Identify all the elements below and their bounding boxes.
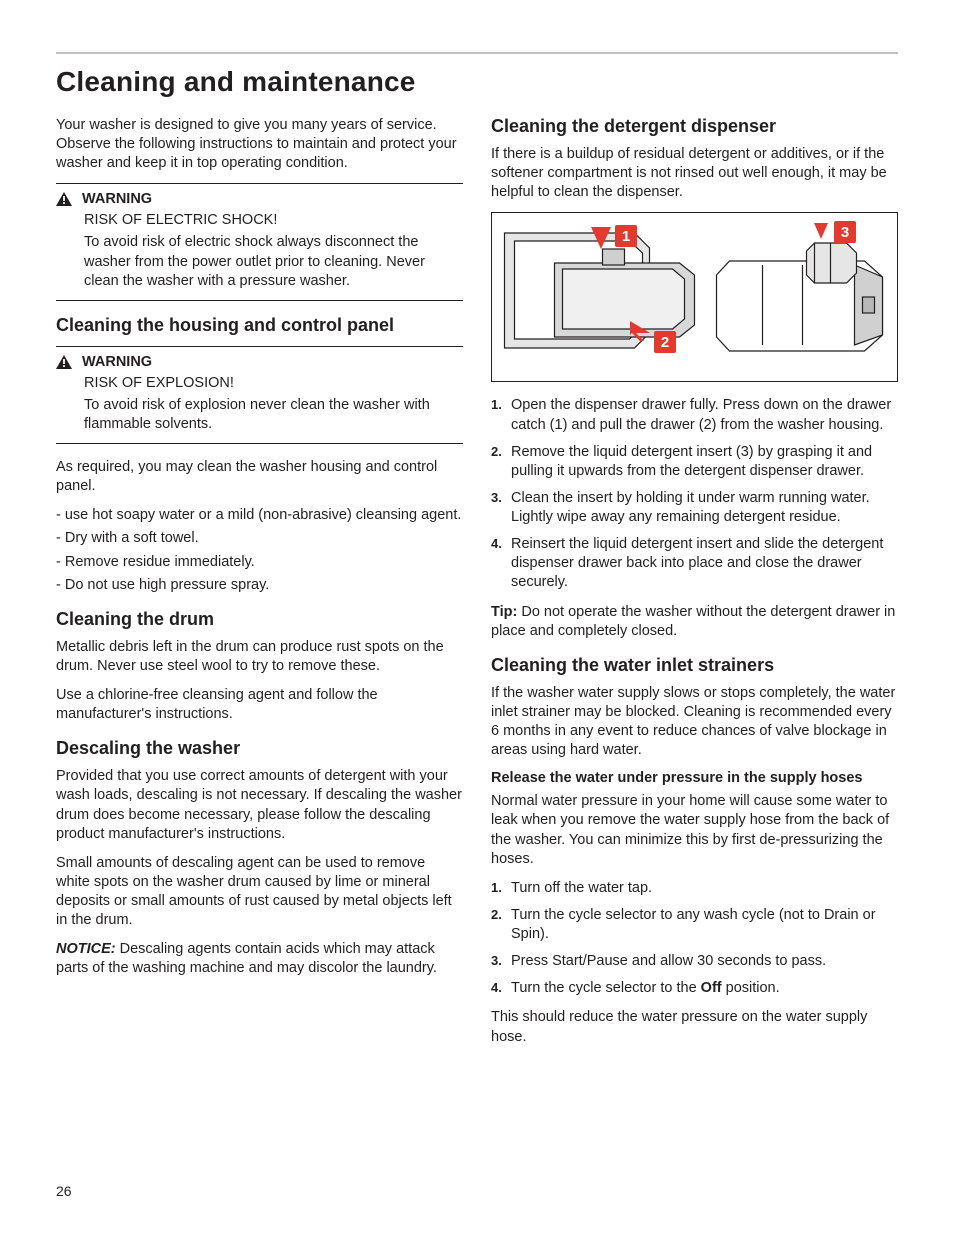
warning-explosion: WARNING RISK OF EXPLOSION! To avoid risk…: [56, 346, 463, 444]
callout-2: 2: [654, 331, 676, 353]
warning-body: RISK OF EXPLOSION! To avoid risk of expl…: [84, 375, 463, 434]
drum-p1: Metallic debris left in the drum can pro…: [56, 638, 463, 676]
two-column-layout: Your washer is designed to give you many…: [56, 116, 898, 1057]
descale-notice: NOTICE: Descaling agents contain acids w…: [56, 940, 463, 978]
warning-risk-text: RISK OF ELECTRIC SHOCK!: [84, 212, 463, 228]
step-item: Remove the liquid detergent insert (3) b…: [491, 443, 898, 481]
right-column: Cleaning the detergent dispenser If ther…: [491, 116, 898, 1057]
warning-label: WARNING: [82, 354, 152, 370]
warning-triangle-icon: [56, 192, 72, 206]
dispenser-tip: Tip: Do not operate the washer without t…: [491, 603, 898, 641]
callout-3: 3: [834, 221, 856, 243]
warning-header: WARNING: [56, 354, 463, 370]
housing-bullet: - Do not use high pressure spray.: [56, 576, 463, 595]
housing-bullet: - use hot soapy water or a mild (non-abr…: [56, 506, 463, 525]
strainer-closing: This should reduce the water pressure on…: [491, 1008, 898, 1046]
warning-triangle-icon: [56, 355, 72, 369]
notice-lead: NOTICE:: [56, 941, 116, 957]
dispenser-intro: If there is a buildup of residual deterg…: [491, 145, 898, 202]
step4-tail: position.: [722, 980, 780, 996]
tip-lead: Tip:: [491, 604, 517, 620]
left-column: Your washer is designed to give you many…: [56, 116, 463, 1057]
dispenser-steps: Open the dispenser drawer fully. Press d…: [491, 396, 898, 592]
manual-page: Cleaning and maintenance Your washer is …: [0, 0, 954, 1235]
step-item: Turn the cycle selector to the Off posit…: [491, 979, 898, 998]
page-title: Cleaning and maintenance: [56, 66, 898, 98]
step-item: Turn off the water tap.: [491, 879, 898, 898]
warning-text: To avoid risk of electric shock always d…: [84, 233, 463, 290]
step-item: Open the dispenser drawer fully. Press d…: [491, 396, 898, 434]
descale-p1: Provided that you use correct amounts of…: [56, 767, 463, 844]
arrow-diagonal-icon: [630, 321, 650, 341]
step-item: Turn the cycle selector to any wash cycl…: [491, 906, 898, 944]
warning-label: WARNING: [82, 191, 152, 207]
intro-paragraph: Your washer is designed to give you many…: [56, 116, 463, 173]
tip-text: Do not operate the washer without the de…: [491, 604, 895, 639]
drum-p2: Use a chlorine-free cleansing agent and …: [56, 686, 463, 724]
off-word: Off: [701, 980, 722, 996]
strainer-steps: Turn off the water tap. Turn the cycle s…: [491, 879, 898, 999]
strainer-intro: If the washer water supply slows or stop…: [491, 684, 898, 761]
warning-text: To avoid risk of explosion never clean t…: [84, 396, 463, 434]
warning-electric-shock: WARNING RISK OF ELECTRIC SHOCK! To avoid…: [56, 183, 463, 300]
section-descale-heading: Descaling the washer: [56, 738, 463, 759]
arrow-down-icon: [814, 223, 828, 239]
page-number: 26: [56, 1183, 72, 1199]
warning-header: WARNING: [56, 191, 463, 207]
step-item: Reinsert the liquid detergent insert and…: [491, 535, 898, 592]
step-item: Clean the insert by holding it under war…: [491, 489, 898, 527]
housing-paragraph: As required, you may clean the washer ho…: [56, 458, 463, 496]
section-strainer-heading: Cleaning the water inlet strainers: [491, 655, 898, 676]
section-housing-heading: Cleaning the housing and control panel: [56, 315, 463, 336]
housing-bullet-list: - use hot soapy water or a mild (non-abr…: [56, 506, 463, 595]
housing-bullet: - Remove residue immediately.: [56, 553, 463, 572]
dispenser-figure: 1 2 3: [491, 212, 898, 382]
section-dispenser-heading: Cleaning the detergent dispenser: [491, 116, 898, 137]
strainer-subhead: Release the water under pressure in the …: [491, 770, 898, 786]
section-drum-heading: Cleaning the drum: [56, 609, 463, 630]
warning-body: RISK OF ELECTRIC SHOCK! To avoid risk of…: [84, 212, 463, 290]
step4-pre: Turn the cycle selector to the: [511, 980, 701, 996]
arrow-down-icon: [591, 227, 611, 249]
top-rule: [56, 52, 898, 54]
warning-risk-text: RISK OF EXPLOSION!: [84, 375, 463, 391]
callout-1: 1: [615, 225, 637, 247]
step-item: Press Start/Pause and allow 30 seconds t…: [491, 952, 898, 971]
strainer-para: Normal water pressure in your home will …: [491, 792, 898, 869]
descale-p2: Small amounts of descaling agent can be …: [56, 854, 463, 931]
housing-bullet: - Dry with a soft towel.: [56, 529, 463, 548]
